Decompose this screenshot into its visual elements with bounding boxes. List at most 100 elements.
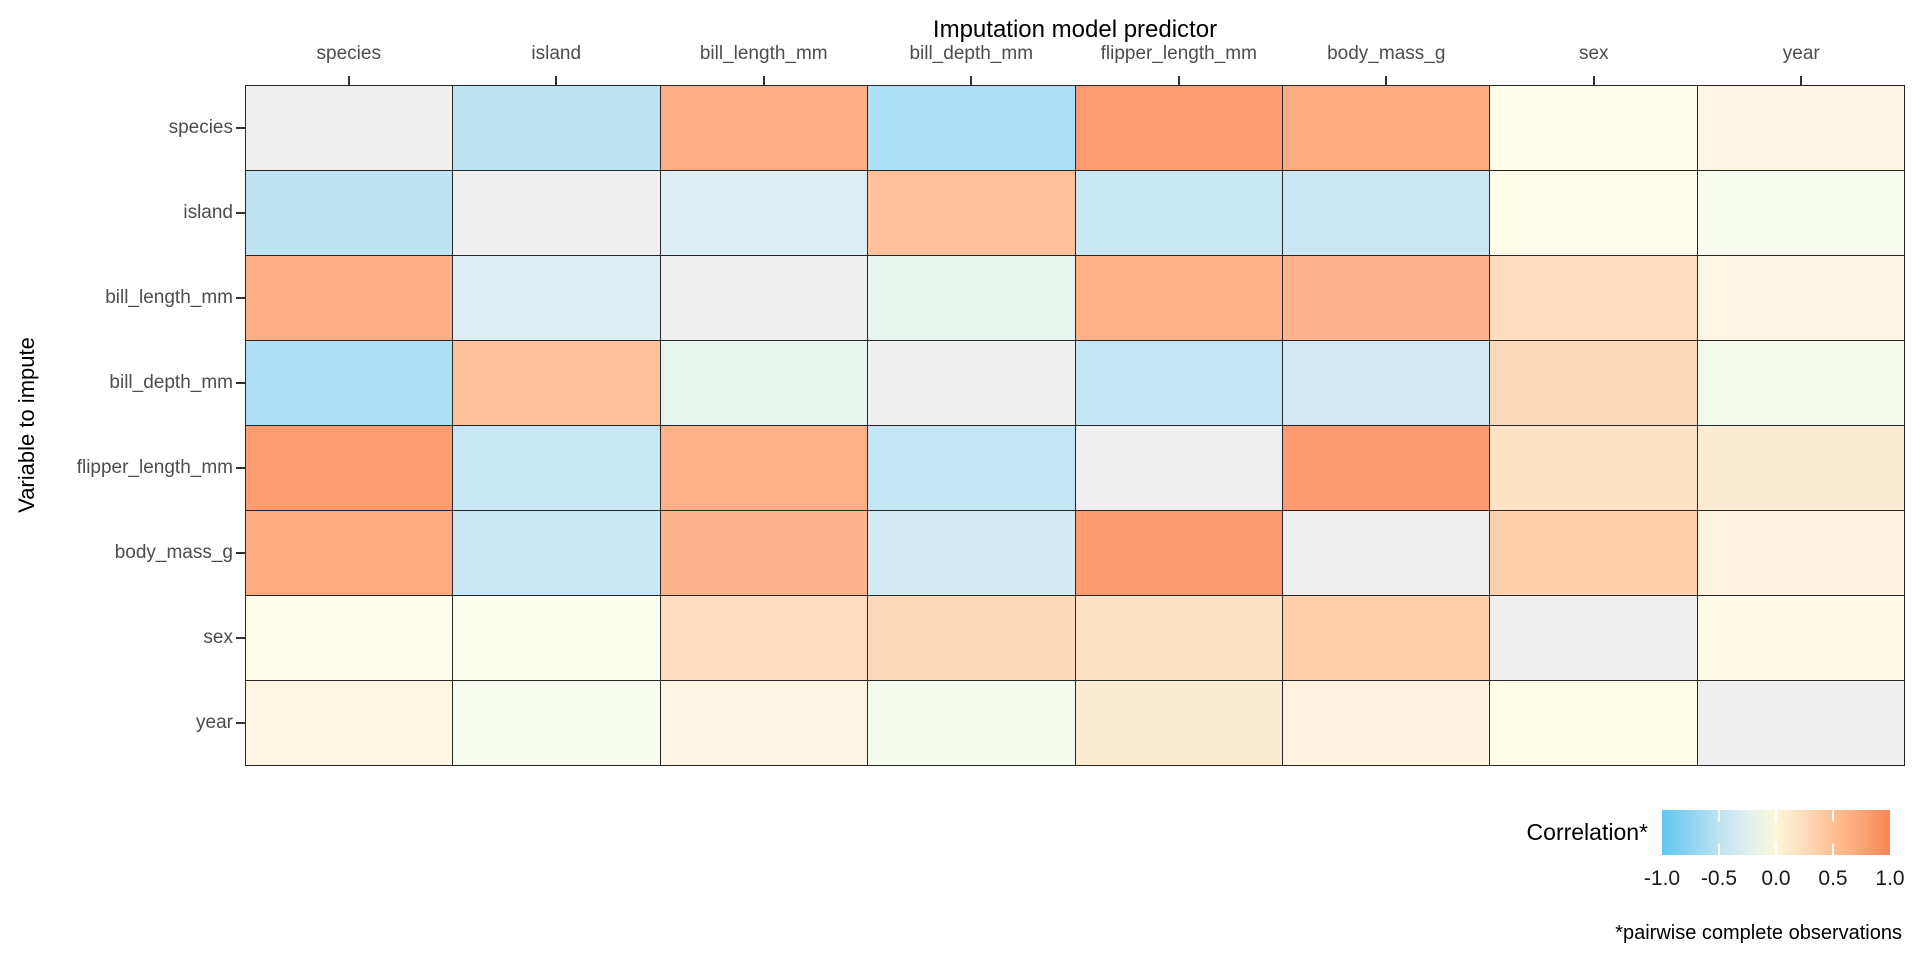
heatmap-cell xyxy=(1282,256,1490,340)
heatmap-cell xyxy=(1697,341,1904,425)
col-tick xyxy=(555,76,558,85)
heatmap-cell xyxy=(246,426,453,510)
heatmap-cell xyxy=(660,171,868,255)
row-tick xyxy=(236,637,245,640)
row-labels: species island bill_length_mm bill_depth_mm… xyxy=(40,85,236,766)
legend-bar-tick xyxy=(1718,810,1720,855)
legend-tick-label: 0.5 xyxy=(1818,867,1848,890)
column-tick-marks xyxy=(245,76,1905,85)
legend-colorbar-ticks xyxy=(1662,810,1890,855)
row-label: flipper_length_mm xyxy=(76,457,233,479)
col-label: year xyxy=(1782,43,1820,64)
col-tick xyxy=(347,76,350,85)
heatmap-cell xyxy=(246,86,453,170)
heatmap-cell xyxy=(1282,681,1490,765)
row-tick xyxy=(236,126,245,129)
heatmap-cell xyxy=(453,341,660,425)
legend-title: Correlation* xyxy=(1526,819,1648,845)
heatmap-cell xyxy=(1490,341,1697,425)
heatmap-cell xyxy=(1490,511,1697,595)
row-tick xyxy=(236,211,245,214)
heatmap-cell xyxy=(1075,171,1282,255)
heatmap-cell xyxy=(868,596,1075,680)
heatmap-cell xyxy=(660,341,868,425)
row-label: species xyxy=(168,116,233,138)
col-label: bill_depth_mm xyxy=(909,43,1034,64)
heatmap-cell xyxy=(1490,596,1697,680)
heatmap-cell xyxy=(1697,681,1904,765)
heatmap-cell xyxy=(1282,171,1490,255)
col-label: flipper_length_mm xyxy=(1100,43,1257,64)
heatmap-cell xyxy=(1282,86,1490,170)
heatmap-cell xyxy=(453,681,660,765)
col-tick xyxy=(762,76,765,85)
row-label: year xyxy=(196,712,233,734)
heatmap-cell xyxy=(1282,426,1490,510)
heatmap-cell xyxy=(868,681,1075,765)
row-tick xyxy=(236,722,245,725)
row-tick xyxy=(236,552,245,555)
heatmap-cell xyxy=(660,681,868,765)
legend-tick-label: 0.0 xyxy=(1761,867,1791,890)
legend-tick-label: -1.0 xyxy=(1643,867,1681,890)
row-tick-marks xyxy=(236,85,245,766)
row-tick xyxy=(236,467,245,470)
y-axis-title: Variable to impute xyxy=(14,337,39,513)
col-label: species xyxy=(316,43,381,64)
heatmap-cell xyxy=(660,596,868,680)
legend-bar-tick xyxy=(1832,810,1834,855)
heatmap-cell xyxy=(453,256,660,340)
heatmap-cell xyxy=(453,511,660,595)
col-tick xyxy=(1800,76,1803,85)
heatmap-cell xyxy=(1075,596,1282,680)
heatmap-cell xyxy=(1490,681,1697,765)
heatmap-grid xyxy=(245,85,1905,766)
heatmap-cell xyxy=(660,86,868,170)
col-tick xyxy=(1592,76,1595,85)
col-label: sex xyxy=(1578,43,1609,64)
heatmap-cell xyxy=(660,426,868,510)
legend-bar-tick xyxy=(1775,810,1777,855)
heatmap-cell xyxy=(1282,341,1490,425)
heatmap-cell xyxy=(246,511,453,595)
heatmap-cell xyxy=(1697,426,1904,510)
heatmap-cell xyxy=(246,681,453,765)
heatmap-cell xyxy=(868,256,1075,340)
col-tick xyxy=(970,76,973,85)
heatmap-cell xyxy=(453,596,660,680)
heatmap-cell xyxy=(1490,426,1697,510)
col-label: body_mass_g xyxy=(1327,43,1446,64)
heatmap-cell xyxy=(1075,511,1282,595)
heatmap-cell xyxy=(246,256,453,340)
heatmap-cell xyxy=(1075,341,1282,425)
heatmap-cell xyxy=(453,86,660,170)
legend-tick-label: 1.0 xyxy=(1875,867,1905,890)
row-label: island xyxy=(183,201,233,223)
heatmap-cell xyxy=(1697,171,1904,255)
heatmap-cell xyxy=(1075,426,1282,510)
heatmap-cell xyxy=(1490,256,1697,340)
heatmap-cell xyxy=(1697,256,1904,340)
heatmap-cell xyxy=(246,596,453,680)
heatmap-cell xyxy=(660,256,868,340)
legend-tick-label: -0.5 xyxy=(1700,867,1738,890)
heatmap-cell xyxy=(868,511,1075,595)
heatmap-cell xyxy=(1282,596,1490,680)
heatmap-cell xyxy=(1282,511,1490,595)
heatmap-cell xyxy=(868,171,1075,255)
x-axis-title: Imputation model predictor xyxy=(932,16,1218,43)
row-label: sex xyxy=(203,627,233,649)
heatmap-cell xyxy=(1075,256,1282,340)
row-tick xyxy=(236,381,245,384)
heatmap-cell xyxy=(453,426,660,510)
column-labels: species island bill_length_mm bill_depth_mm… xyxy=(245,41,1905,67)
col-tick xyxy=(1385,76,1388,85)
footnote: *pairwise complete observations xyxy=(1615,922,1902,944)
legend-tick-labels: -1.0 -0.5 0.0 0.5 1.0 xyxy=(1644,866,1905,892)
col-tick xyxy=(1177,76,1180,85)
heatmap-cell xyxy=(1697,511,1904,595)
col-label: island xyxy=(531,43,582,64)
row-tick xyxy=(236,296,245,299)
row-label: bill_length_mm xyxy=(105,286,233,308)
heatmap-cell xyxy=(246,171,453,255)
